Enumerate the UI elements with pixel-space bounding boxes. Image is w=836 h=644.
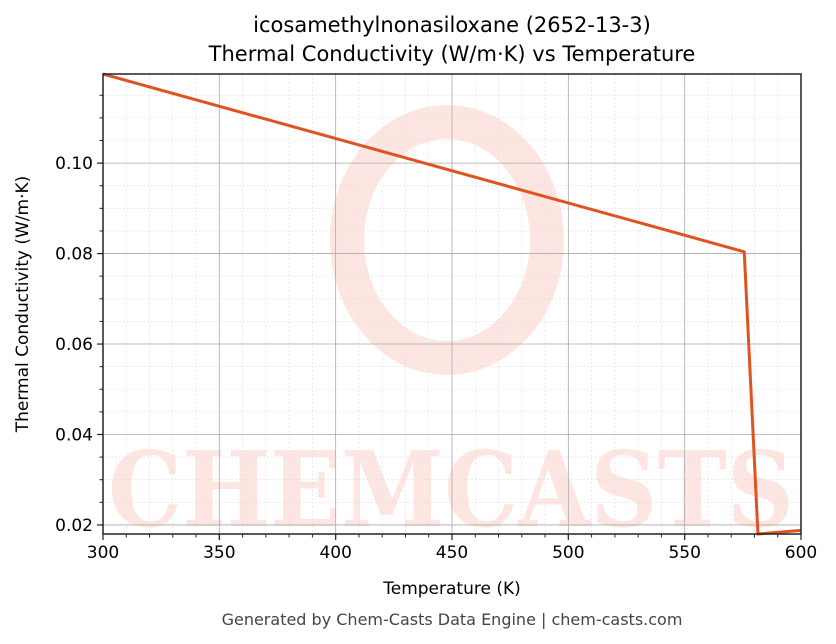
watermark-logo: CHEMCASTS: [108, 105, 794, 551]
x-tick-label: 450: [436, 543, 468, 563]
y-tick-label: 0.04: [55, 425, 93, 445]
series-line: [102, 72, 802, 536]
x-axis-label: Temperature (K): [382, 579, 521, 599]
y-axis-label: Thermal Conductivity (W/m·K): [13, 176, 33, 434]
chart-subtitle: Thermal Conductivity (W/m·K) vs Temperat…: [208, 42, 696, 66]
y-tick-label: 0.08: [55, 245, 93, 265]
y-tick-label: 0.02: [55, 516, 93, 536]
series-layer: [102, 72, 802, 536]
chart-title: icosamethylnonasiloxane (2652-13-3): [253, 13, 651, 37]
watermark-text: CHEMCASTS: [108, 428, 794, 551]
y-tick-label: 0.06: [55, 335, 93, 355]
y-tick-label: 0.10: [55, 154, 93, 174]
footer-text: Generated by Chem-Casts Data Engine | ch…: [222, 610, 683, 629]
x-tick-label: 350: [203, 543, 235, 563]
x-tick-label: 550: [668, 543, 700, 563]
x-tick-label: 500: [552, 543, 584, 563]
axis-ticks: 300 350 400 450 500 550 600 0.02 0.04 0.06 0.08 0.1…: [55, 94, 817, 563]
x-tick-label: 400: [319, 543, 351, 563]
watermark-ring: [330, 105, 564, 375]
x-tick-label: 600: [785, 543, 817, 563]
x-tick-label: 300: [87, 543, 119, 563]
